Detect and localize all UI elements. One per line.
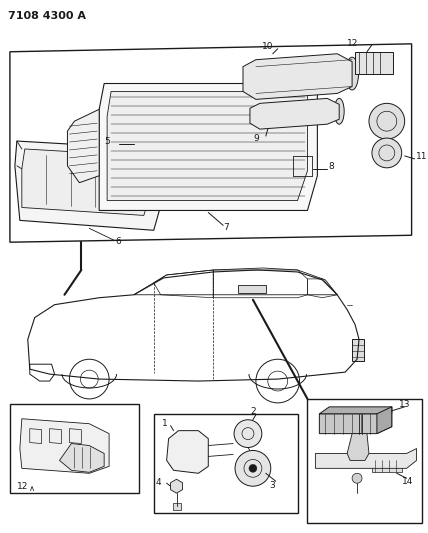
Text: 11: 11 — [416, 152, 427, 161]
Polygon shape — [15, 141, 171, 230]
Text: 12: 12 — [17, 482, 28, 491]
Text: 7: 7 — [223, 223, 229, 232]
Circle shape — [235, 450, 271, 486]
Bar — [307, 399, 422, 523]
Text: 5: 5 — [104, 136, 110, 146]
Polygon shape — [68, 109, 99, 183]
Polygon shape — [377, 407, 392, 434]
Ellipse shape — [245, 103, 255, 129]
Text: 14: 14 — [402, 477, 413, 486]
Polygon shape — [20, 419, 109, 473]
Polygon shape — [243, 54, 352, 99]
Text: 10: 10 — [262, 42, 273, 51]
Text: 1: 1 — [162, 419, 167, 428]
Polygon shape — [250, 99, 339, 129]
Text: ∧: ∧ — [29, 483, 35, 492]
Bar — [372, 461, 402, 472]
Bar — [355, 52, 393, 74]
Polygon shape — [319, 407, 392, 434]
Circle shape — [372, 138, 402, 168]
Text: 9: 9 — [253, 134, 259, 142]
Polygon shape — [347, 434, 369, 461]
Text: 12: 12 — [347, 39, 359, 49]
Bar — [238, 285, 266, 293]
Text: 3: 3 — [269, 481, 274, 490]
Bar — [352, 340, 364, 361]
Text: 4: 4 — [156, 478, 161, 487]
Bar — [154, 414, 297, 513]
Text: 8: 8 — [328, 163, 334, 171]
Circle shape — [249, 464, 257, 472]
Polygon shape — [166, 431, 208, 473]
Ellipse shape — [346, 57, 359, 90]
Text: 13: 13 — [399, 400, 410, 409]
Polygon shape — [59, 443, 104, 472]
Circle shape — [234, 419, 262, 448]
Polygon shape — [22, 149, 157, 215]
Polygon shape — [315, 448, 416, 469]
Ellipse shape — [250, 64, 262, 97]
Text: 6: 6 — [115, 237, 121, 246]
Circle shape — [352, 473, 362, 483]
Circle shape — [369, 103, 404, 139]
Text: 7108 4300 A: 7108 4300 A — [8, 11, 86, 21]
Bar — [172, 503, 181, 510]
Ellipse shape — [334, 99, 344, 124]
Polygon shape — [107, 92, 307, 200]
Polygon shape — [99, 84, 318, 211]
Text: 2: 2 — [250, 407, 256, 416]
Polygon shape — [319, 407, 392, 414]
Bar — [10, 404, 139, 493]
